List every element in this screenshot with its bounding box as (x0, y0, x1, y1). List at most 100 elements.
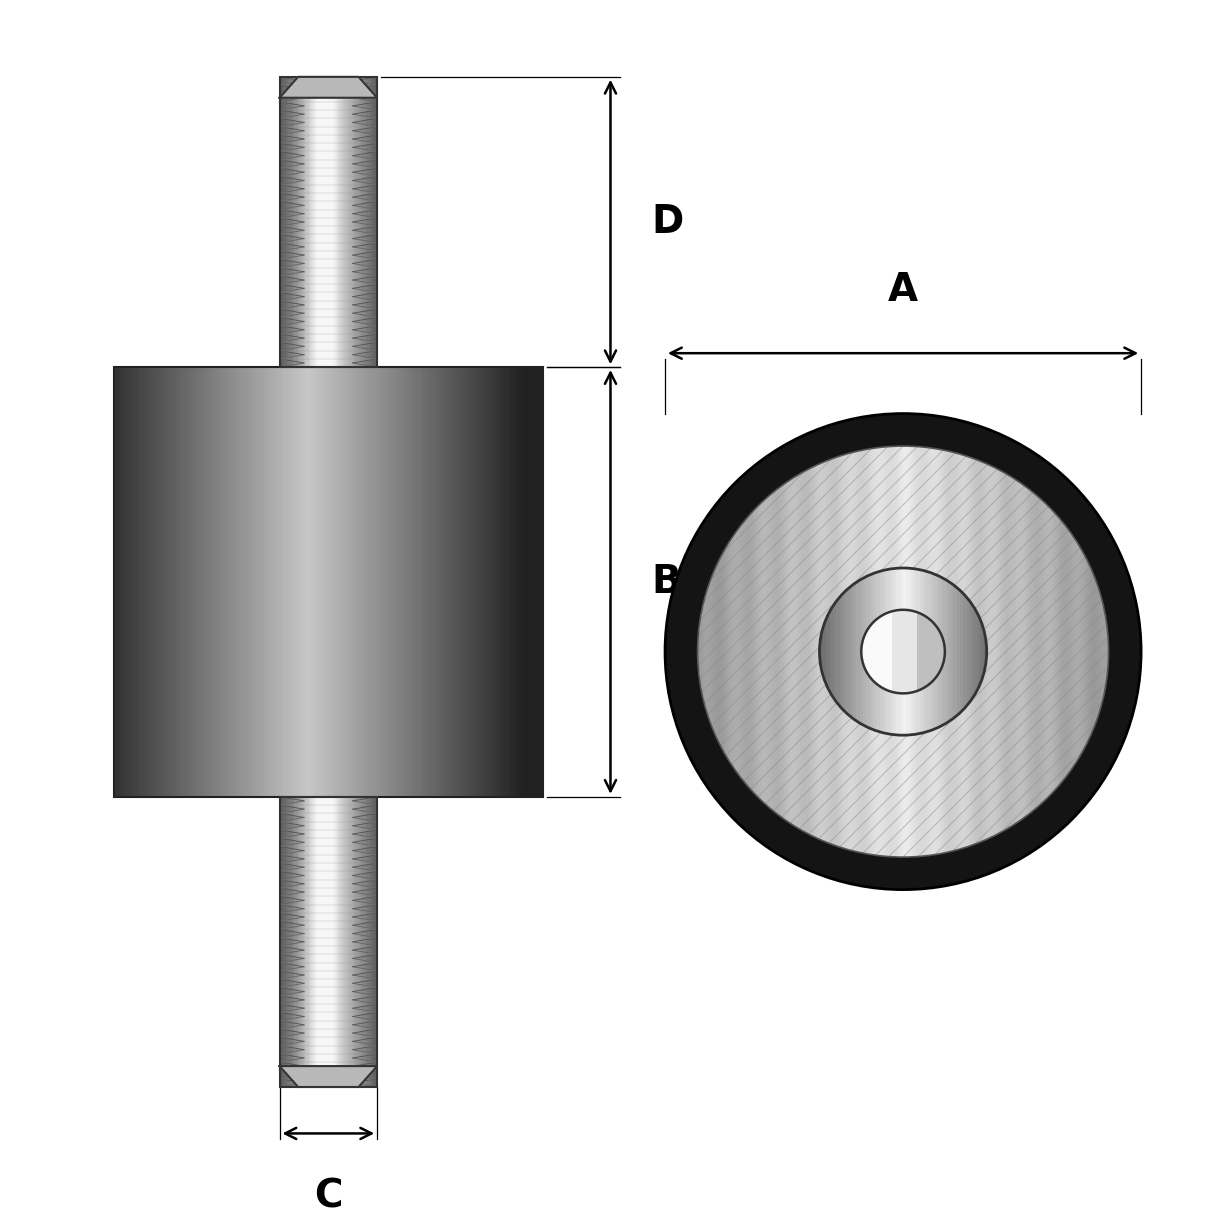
Bar (294, 367, 297, 796)
Bar (263, 367, 267, 796)
Bar (861, 641, 866, 663)
Bar (362, 76, 364, 367)
Bar (306, 76, 308, 367)
Bar (341, 796, 342, 1087)
Bar (347, 367, 351, 796)
Bar (821, 463, 824, 840)
Bar (873, 622, 877, 681)
Bar (875, 619, 879, 683)
Bar (957, 589, 961, 714)
Bar (371, 367, 375, 796)
Bar (515, 367, 518, 796)
Bar (1014, 480, 1017, 824)
Bar (215, 367, 217, 796)
Bar (249, 367, 253, 796)
Bar (283, 367, 287, 796)
Bar (877, 448, 880, 856)
Bar (903, 446, 907, 857)
Bar (898, 446, 902, 857)
Bar (1096, 584, 1100, 719)
Bar (436, 367, 439, 796)
Bar (923, 615, 926, 688)
Bar (282, 796, 284, 1087)
Bar (900, 568, 904, 736)
Bar (847, 453, 851, 850)
Bar (296, 796, 299, 1087)
Bar (374, 796, 376, 1087)
Bar (447, 367, 450, 796)
Bar (444, 367, 448, 796)
Circle shape (665, 414, 1141, 890)
Bar (870, 448, 873, 855)
Bar (348, 796, 350, 1087)
Bar (1031, 492, 1033, 812)
Bar (163, 367, 166, 796)
Bar (330, 796, 333, 1087)
Bar (129, 367, 132, 796)
Bar (503, 367, 506, 796)
Bar (363, 76, 365, 367)
Bar (307, 76, 310, 367)
Bar (489, 367, 493, 796)
Bar (324, 796, 327, 1087)
Bar (341, 76, 342, 367)
Bar (365, 76, 368, 367)
Bar (1100, 597, 1104, 705)
Bar (322, 796, 324, 1087)
Text: A: A (887, 271, 918, 310)
Bar (450, 367, 454, 796)
Bar (737, 529, 739, 773)
Bar (354, 76, 357, 367)
Bar (1082, 552, 1085, 751)
Bar (868, 449, 872, 855)
Bar (1066, 527, 1068, 776)
Bar (221, 367, 225, 796)
Bar (313, 367, 317, 796)
Bar (1057, 517, 1060, 787)
Bar (980, 461, 982, 843)
Bar (314, 796, 317, 1087)
Bar (823, 623, 827, 680)
Bar (881, 615, 885, 688)
Bar (219, 367, 222, 796)
Bar (288, 796, 290, 1087)
Bar (520, 367, 523, 796)
Bar (918, 447, 920, 857)
Bar (359, 796, 362, 1087)
Bar (472, 367, 476, 796)
Bar (936, 575, 941, 727)
Bar (714, 568, 717, 734)
Bar (846, 589, 851, 714)
Circle shape (698, 446, 1108, 857)
Bar (284, 76, 287, 367)
Bar (137, 367, 141, 796)
Bar (290, 796, 293, 1087)
Bar (860, 579, 864, 724)
Bar (331, 76, 334, 367)
Bar (318, 367, 320, 796)
Bar (165, 367, 169, 796)
Bar (1008, 476, 1011, 828)
Bar (953, 586, 958, 717)
Bar (302, 76, 305, 367)
Bar (912, 447, 914, 857)
Bar (894, 568, 897, 734)
Bar (892, 611, 896, 692)
Bar (299, 76, 301, 367)
Bar (800, 473, 804, 830)
Bar (348, 76, 350, 367)
Bar (206, 367, 209, 796)
Bar (986, 464, 988, 840)
Bar (884, 614, 887, 690)
Bar (864, 634, 868, 670)
Bar (353, 796, 356, 1087)
Bar (131, 367, 134, 796)
Bar (1073, 539, 1077, 765)
Bar (353, 76, 356, 367)
Bar (176, 367, 180, 796)
Bar (823, 461, 827, 841)
Bar (301, 76, 304, 367)
Bar (354, 367, 357, 796)
Bar (835, 458, 839, 846)
Bar (1072, 535, 1074, 767)
